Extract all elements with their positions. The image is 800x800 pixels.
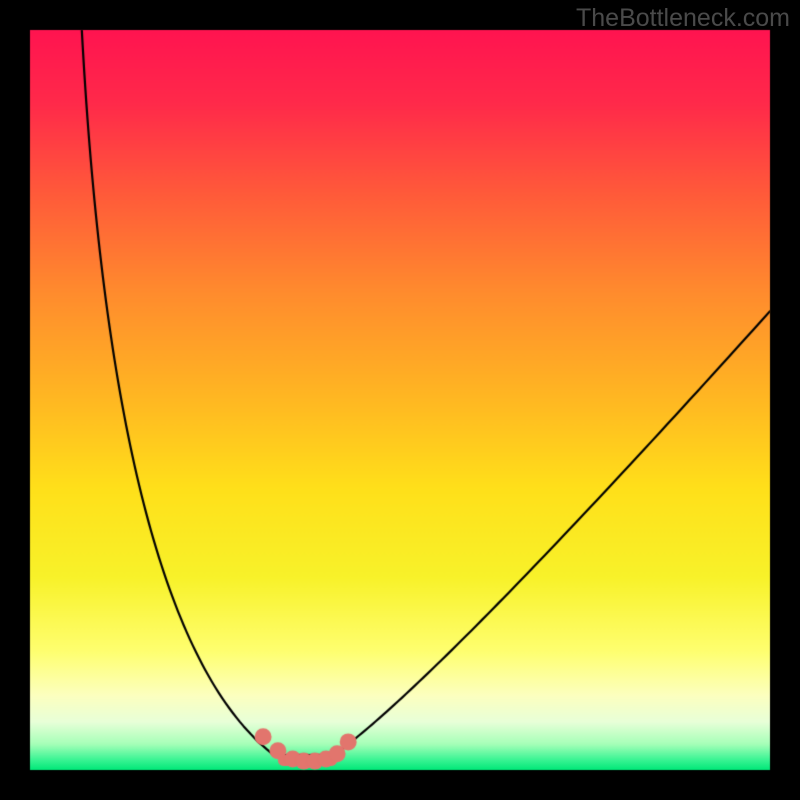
watermark-text: TheBottleneck.com bbox=[576, 4, 790, 33]
bottom-marker bbox=[0, 0, 800, 800]
chart-root: TheBottleneck.com bbox=[0, 0, 800, 800]
